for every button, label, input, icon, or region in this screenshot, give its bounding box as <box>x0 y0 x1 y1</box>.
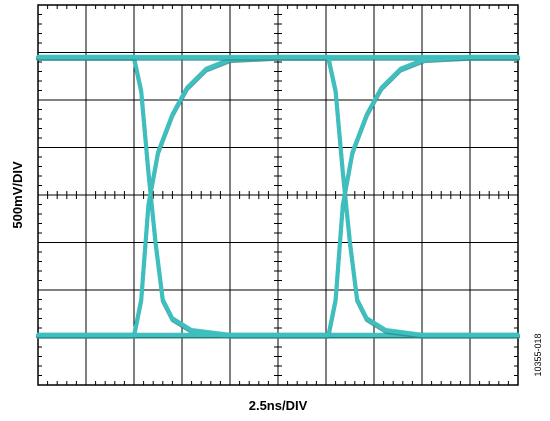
trace-jitter-3 <box>37 54 519 335</box>
traces <box>36 54 520 339</box>
x-axis-label: 2.5ns/DIV <box>249 398 308 413</box>
figure-id: 10355-018 <box>533 333 543 376</box>
trace-jitter-4 <box>37 54 519 335</box>
y-axis-label: 500mV/DIV <box>10 161 25 229</box>
